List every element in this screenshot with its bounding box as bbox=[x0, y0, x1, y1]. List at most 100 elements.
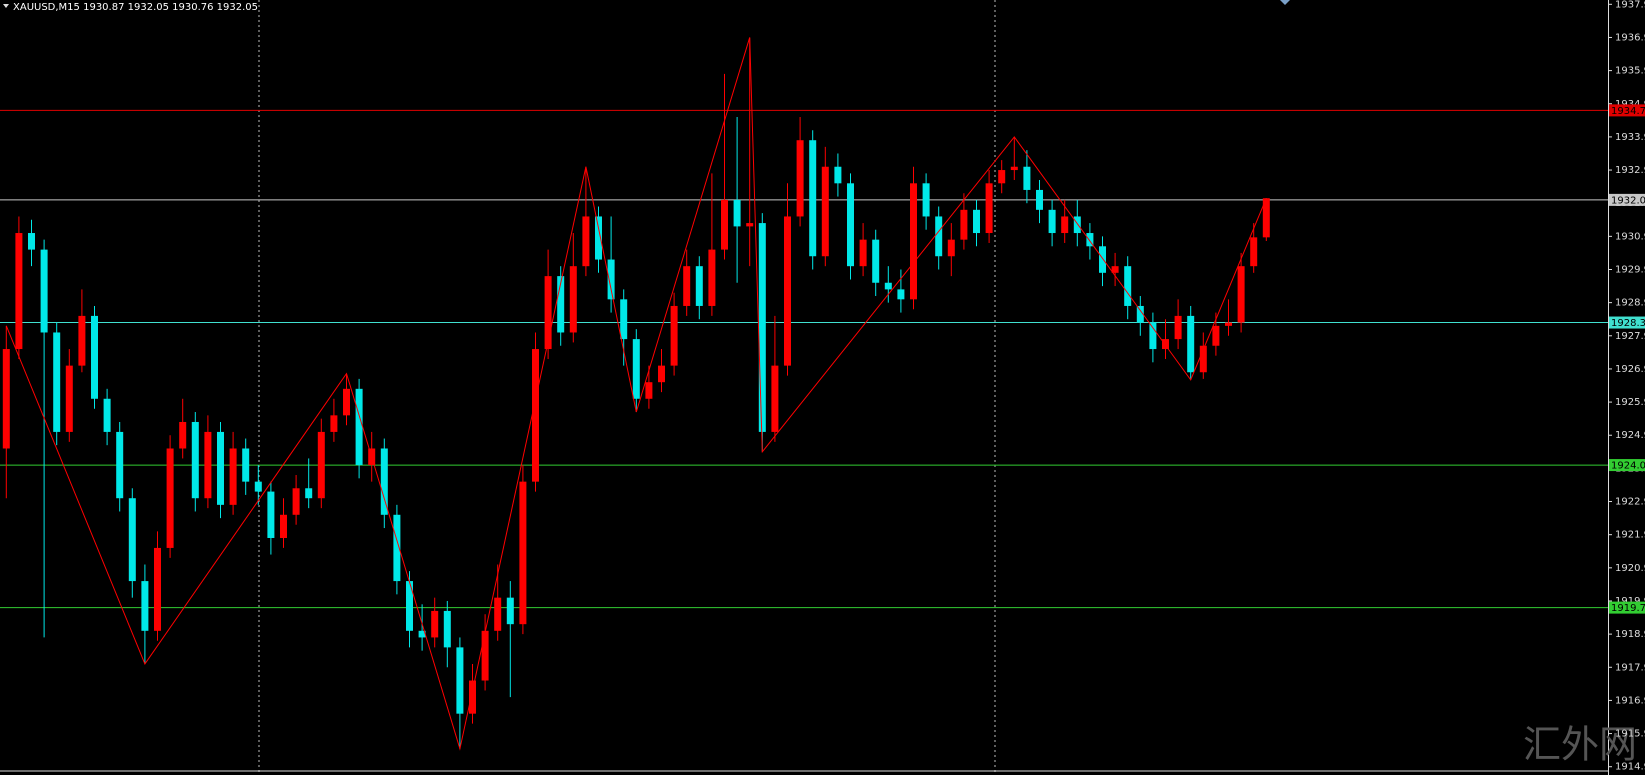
candle-body bbox=[280, 514, 287, 538]
candle-body bbox=[834, 166, 842, 184]
candle-body bbox=[1250, 237, 1258, 267]
candle-body bbox=[1237, 266, 1245, 323]
candle-body bbox=[897, 289, 905, 300]
candle-body bbox=[784, 216, 791, 366]
y-tick-label: 1935.9 bbox=[1615, 66, 1645, 77]
candle-body bbox=[519, 481, 527, 625]
level-label-box bbox=[1609, 459, 1645, 472]
candle-body bbox=[166, 448, 174, 548]
y-tick-label: 1918.9 bbox=[1615, 629, 1645, 640]
y-tick-label: 1936.9 bbox=[1615, 32, 1645, 43]
candle-body bbox=[935, 216, 943, 257]
level-label-box bbox=[1609, 193, 1645, 206]
y-tick-label: 1916.9 bbox=[1615, 695, 1645, 706]
candle-body bbox=[658, 365, 665, 383]
candle-body bbox=[1162, 339, 1169, 350]
candle-body bbox=[393, 514, 401, 582]
candle-body bbox=[1023, 166, 1031, 190]
y-tick-label: 1924.9 bbox=[1615, 430, 1645, 441]
candle-body bbox=[847, 183, 854, 267]
y-tick-label: 1914.9 bbox=[1615, 762, 1645, 773]
candle-body bbox=[683, 266, 691, 306]
candle-body bbox=[582, 216, 590, 267]
y-tick-label: 1929.9 bbox=[1615, 264, 1645, 275]
candle-body bbox=[494, 597, 502, 631]
level-label: 1932.0 bbox=[1611, 195, 1645, 206]
level-label-box bbox=[1609, 601, 1645, 614]
candle-body bbox=[859, 239, 867, 267]
candle-body bbox=[343, 388, 350, 416]
candle-body bbox=[380, 448, 388, 515]
candle-body bbox=[973, 209, 980, 234]
y-tick-label: 1930.9 bbox=[1615, 231, 1645, 242]
candle-body bbox=[1061, 216, 1069, 234]
candle-body bbox=[40, 249, 48, 333]
candle-body bbox=[708, 249, 716, 306]
candle-body bbox=[28, 233, 35, 250]
candle-body bbox=[632, 339, 640, 399]
y-tick-label: 1928.9 bbox=[1615, 298, 1645, 309]
candle-body bbox=[910, 183, 917, 300]
y-tick-label: 1922.9 bbox=[1615, 497, 1645, 508]
y-tick-label: 1919.9 bbox=[1615, 596, 1645, 607]
y-tick-label: 1925.9 bbox=[1615, 397, 1645, 408]
level-label: 1928.3 bbox=[1611, 318, 1645, 329]
candle-body bbox=[267, 491, 275, 538]
y-tick-label: 1934.9 bbox=[1615, 99, 1645, 110]
candle-body bbox=[53, 332, 61, 432]
candle-body bbox=[796, 140, 804, 217]
candle-body bbox=[1149, 322, 1157, 350]
candle-body bbox=[532, 349, 539, 482]
candle-body bbox=[292, 488, 300, 515]
candle-body bbox=[746, 223, 754, 227]
candle-body bbox=[1187, 315, 1195, 373]
candle-body bbox=[1212, 325, 1220, 346]
y-tick-label: 1915.9 bbox=[1615, 729, 1645, 740]
candle-body bbox=[695, 266, 703, 306]
candle-body bbox=[1099, 246, 1106, 273]
candle-body bbox=[191, 421, 199, 499]
candle-body bbox=[431, 610, 439, 638]
candle-body bbox=[103, 398, 111, 432]
candle-body bbox=[456, 647, 464, 714]
candle-body bbox=[217, 431, 224, 505]
candle-body bbox=[154, 547, 161, 631]
candle-body bbox=[91, 315, 98, 399]
candle-body bbox=[645, 382, 653, 399]
candle-body bbox=[1262, 198, 1270, 238]
candle-body bbox=[872, 239, 880, 283]
candle-body bbox=[179, 421, 187, 449]
candle-body bbox=[506, 597, 514, 625]
watermark: 汇外网 bbox=[1523, 723, 1637, 767]
candle-body bbox=[960, 209, 968, 240]
candle-body bbox=[330, 415, 338, 432]
candle-body bbox=[355, 388, 363, 466]
candle-body bbox=[1010, 166, 1018, 171]
candle-body bbox=[1036, 189, 1043, 210]
candle-body bbox=[922, 183, 930, 217]
candle-body bbox=[469, 680, 476, 714]
candle-body bbox=[733, 199, 741, 227]
y-tick-label: 1917.9 bbox=[1615, 662, 1645, 673]
candle-body bbox=[418, 630, 426, 638]
menu-arrow[interactable] bbox=[3, 4, 9, 8]
candle-body bbox=[443, 610, 451, 648]
level-label-box bbox=[1609, 316, 1645, 329]
candle-body bbox=[1048, 209, 1056, 234]
level-label: 1924.0 bbox=[1611, 461, 1645, 472]
candle-body bbox=[1174, 315, 1182, 340]
shift-marker[interactable] bbox=[1280, 0, 1290, 5]
candle-body bbox=[620, 299, 628, 340]
candle-body bbox=[1086, 233, 1094, 247]
candle-body bbox=[771, 365, 779, 432]
candle-body bbox=[884, 282, 892, 290]
candle-body bbox=[229, 448, 237, 505]
candle-body bbox=[2, 349, 10, 449]
zigzag bbox=[5, 37, 1267, 751]
candle-body bbox=[721, 199, 728, 250]
candle-body bbox=[809, 140, 817, 257]
candle-body bbox=[116, 431, 124, 499]
candle-body bbox=[15, 233, 23, 350]
